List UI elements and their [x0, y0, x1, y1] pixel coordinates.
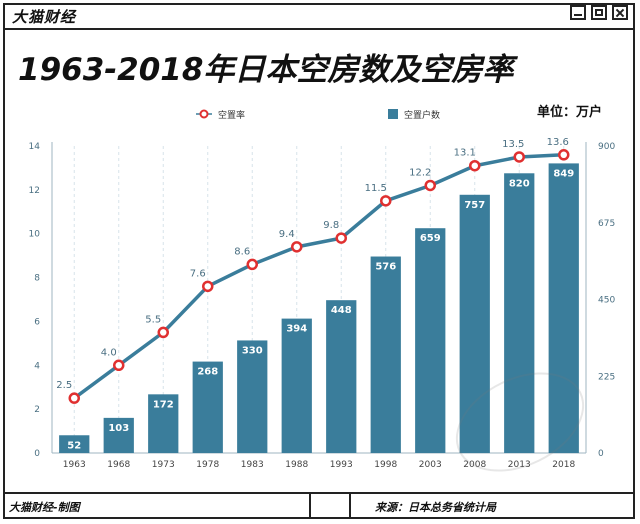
bar: [370, 256, 401, 453]
bar-value-label: 330: [242, 345, 263, 356]
x-tick-label: 2018: [552, 460, 575, 470]
bar: [548, 163, 579, 453]
rate-marker: [424, 179, 436, 192]
right-tick-label: 0: [598, 449, 604, 459]
right-tick-label: 675: [598, 219, 615, 229]
footer-credit: 大猫财经-制图: [9, 501, 80, 514]
legend-bar-swatch: [388, 109, 398, 119]
left-tick-label: 4: [34, 361, 40, 371]
minimize-icon[interactable]: [570, 5, 586, 20]
footer-source: 来源：日本总务省统计局: [375, 501, 496, 514]
bar-value-label: 52: [67, 440, 81, 451]
title-bar: 大猫财经: [3, 3, 635, 30]
bar-value-label: 394: [286, 324, 307, 335]
bar-value-label: 757: [464, 200, 485, 211]
footer-divider: [309, 494, 311, 519]
rate-marker: [469, 159, 481, 172]
left-tick-label: 10: [29, 230, 41, 240]
bar-value-label: 820: [509, 178, 530, 189]
bar-value-label: 268: [197, 367, 218, 378]
right-tick-label: 450: [598, 296, 615, 306]
rate-line: [73, 153, 564, 400]
bar: [504, 173, 535, 454]
x-tick-label: 1973: [152, 460, 175, 470]
maximize-icon[interactable]: [591, 5, 607, 20]
bar: [59, 435, 90, 453]
rate-marker: [513, 151, 525, 163]
legend-label: 空置户数: [404, 109, 440, 121]
bar-value-label: 576: [375, 262, 396, 273]
x-tick-label: 1983: [241, 460, 264, 470]
bar: [281, 318, 312, 453]
left-tick-label: 6: [34, 317, 40, 327]
left-tick-label: 8: [34, 274, 40, 284]
bar-value-label: 172: [153, 399, 174, 410]
bar: [326, 300, 357, 453]
x-tick-label: 2003: [419, 460, 442, 470]
bar: [192, 361, 223, 453]
bar: [415, 228, 446, 453]
right-tick-label: 900: [598, 142, 615, 152]
bar-value-label: 103: [108, 423, 129, 434]
window-frame: [3, 3, 635, 519]
bar-value-label: 659: [420, 233, 441, 244]
rate-value-label: 2.5: [56, 380, 72, 391]
x-tick-label: 1993: [330, 460, 353, 470]
rate-marker: [291, 241, 303, 253]
rate-value-label: 11.5: [365, 183, 387, 194]
x-tick-label: 1968: [107, 460, 130, 470]
rate-value-label: 7.6: [190, 268, 206, 279]
footer-divider: [349, 494, 351, 519]
bar: [237, 340, 268, 453]
x-tick-label: 1988: [285, 460, 308, 470]
left-tick-label: 2: [34, 405, 40, 415]
rate-marker: [558, 149, 570, 161]
rate-marker: [202, 280, 214, 293]
x-tick-label: 1963: [63, 460, 86, 470]
bar: [103, 417, 134, 453]
rate-marker: [157, 326, 169, 339]
rate-value-label: 9.4: [279, 229, 295, 240]
x-tick-label: 2013: [508, 460, 531, 470]
unit-label: 单位：万户: [537, 105, 603, 120]
rate-value-label: 13.5: [502, 139, 524, 150]
rate-value-label: 4.0: [101, 347, 117, 358]
rate-marker: [335, 232, 347, 244]
rate-marker: [380, 195, 392, 207]
close-icon[interactable]: [612, 5, 628, 20]
rate-value-label: 13.1: [454, 148, 476, 159]
rate-value-label: 9.8: [323, 220, 339, 231]
rate-marker: [246, 258, 258, 271]
x-tick-label: 1998: [374, 460, 397, 470]
rate-value-label: 12.2: [409, 167, 431, 178]
rate-marker: [68, 392, 80, 404]
rate-value-label: 5.5: [145, 314, 161, 325]
brand-label: 大猫财经: [12, 8, 77, 26]
footer-bar: 大猫财经-制图 来源：日本总务省统计局: [3, 492, 635, 519]
left-tick-label: 14: [29, 142, 41, 152]
rate-value-label: 8.6: [234, 246, 250, 257]
rate-marker: [113, 359, 125, 372]
legend-label: 空置率: [218, 109, 245, 121]
x-tick-label: 2008: [463, 460, 486, 470]
right-tick-label: 225: [598, 372, 615, 382]
left-tick-label: 12: [29, 186, 40, 196]
bar: [459, 194, 490, 454]
x-tick-label: 1978: [196, 460, 219, 470]
rate-value-label: 13.6: [547, 137, 569, 148]
bar-value-label: 448: [331, 305, 352, 316]
bar: [148, 394, 179, 453]
chart-title: 1963-2018年日本空房数及空房率: [18, 52, 514, 88]
legend-marker-swatch: [199, 109, 209, 119]
bar-value-label: 849: [553, 168, 574, 179]
left-tick-label: 0: [34, 449, 40, 459]
